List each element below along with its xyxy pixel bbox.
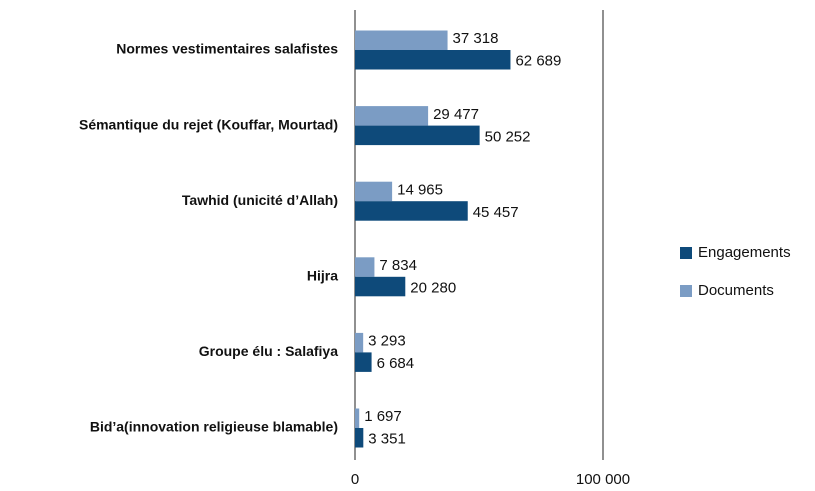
legend-swatch: [680, 285, 692, 297]
bar: [355, 106, 429, 126]
bar: [355, 257, 375, 277]
value-label: 62 689: [515, 53, 561, 70]
category-label: Hijra: [307, 268, 338, 284]
bar: [355, 50, 511, 70]
bar: [355, 428, 364, 448]
bar: [355, 332, 364, 353]
category-label: Tawhid (unicité d’Allah): [182, 192, 338, 208]
category-label: Groupe élu : Salafiya: [199, 343, 338, 359]
value-label: 3 293: [368, 333, 406, 350]
value-label: 14 965: [397, 181, 443, 198]
value-label: 50 252: [485, 128, 531, 145]
value-label: 1 697: [364, 408, 402, 425]
value-label: 20 280: [410, 280, 456, 297]
category-label: Bid’a(innovation religieuse blamable): [90, 419, 338, 435]
bar: [355, 201, 468, 221]
bar: [355, 408, 360, 428]
value-label: 29 477: [433, 106, 479, 123]
value-label: 45 457: [473, 204, 519, 221]
x-tick-label: 0: [351, 471, 359, 488]
bar: [355, 125, 480, 146]
category-label: Sémantique du rejet (Kouffar, Mourtad): [79, 116, 338, 132]
legend-swatch: [680, 247, 692, 259]
bar: [355, 30, 448, 50]
bar: [355, 352, 372, 372]
legend-label: Documents: [698, 282, 774, 299]
bar: [355, 181, 393, 202]
x-tick-label: 100 000: [576, 471, 630, 488]
legend-label: Engagements: [698, 244, 791, 261]
value-label: 3 351: [368, 431, 406, 448]
value-label: 7 834: [379, 257, 417, 274]
value-label: 37 318: [453, 30, 499, 47]
bar: [355, 276, 406, 297]
category-label: Normes vestimentaires salafistes: [116, 41, 338, 57]
value-label: 6 684: [377, 355, 415, 372]
